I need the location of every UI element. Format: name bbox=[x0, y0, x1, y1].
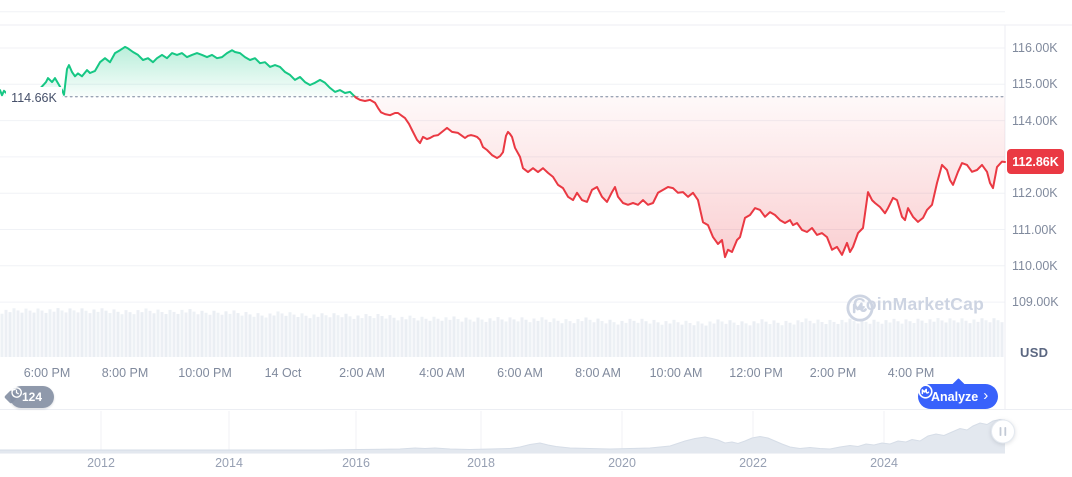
year-label: 2018 bbox=[467, 456, 495, 470]
year-label: 2016 bbox=[342, 456, 370, 470]
watermark: CoinMarketCap bbox=[846, 294, 984, 322]
watermark-text: CoinMarketCap bbox=[853, 294, 984, 314]
year-label: 2022 bbox=[739, 456, 767, 470]
x-axis-label: 6:00 PM bbox=[23, 366, 71, 380]
y-axis-label: 110.00K bbox=[1012, 258, 1058, 273]
x-axis-label: 8:00 PM bbox=[101, 366, 149, 380]
x-axis-label: 10:00 PM bbox=[178, 366, 232, 380]
year-label: 2024 bbox=[870, 456, 898, 470]
x-axis-label: 10:00 AM bbox=[649, 366, 703, 380]
current-price-badge: 112.86K bbox=[1007, 149, 1064, 175]
chevron-right-icon: › bbox=[983, 387, 989, 404]
analyze-button[interactable]: Analyze › bbox=[918, 384, 999, 409]
x-axis-label: 12:00 PM bbox=[729, 366, 783, 380]
x-axis-label: 2:00 AM bbox=[339, 366, 385, 380]
x-axis-label: 4:00 AM bbox=[419, 366, 465, 380]
x-axis-label: 4:00 PM bbox=[887, 366, 935, 380]
year-label: 2020 bbox=[608, 456, 636, 470]
x-axis-label: 14 Oct bbox=[264, 366, 302, 380]
timeline-scrubber-handle[interactable] bbox=[991, 419, 1015, 444]
history-count-badge[interactable]: 124 bbox=[10, 386, 55, 408]
year-label: 2014 bbox=[215, 456, 243, 470]
y-axis-label: 112.00K bbox=[1012, 186, 1058, 201]
history-count: 124 bbox=[22, 390, 43, 404]
x-axis-label: 2:00 PM bbox=[809, 366, 857, 380]
open-price-label: 114.66K bbox=[6, 87, 62, 109]
y-axis-unit-label: USD bbox=[1020, 345, 1049, 360]
x-axis-label: 8:00 AM bbox=[575, 366, 621, 380]
year-label: 2012 bbox=[87, 456, 115, 470]
analyze-label: Analyze bbox=[931, 389, 979, 404]
y-axis-label: 114.00K bbox=[1012, 113, 1058, 128]
y-axis-label: 116.00K bbox=[1012, 41, 1058, 55]
y-axis-label: 109.00K bbox=[1012, 295, 1059, 310]
y-axis-label: 111.00K bbox=[1012, 222, 1057, 237]
y-axis-label: 115.00K bbox=[1012, 77, 1058, 92]
x-axis-label: 6:00 AM bbox=[497, 366, 543, 380]
